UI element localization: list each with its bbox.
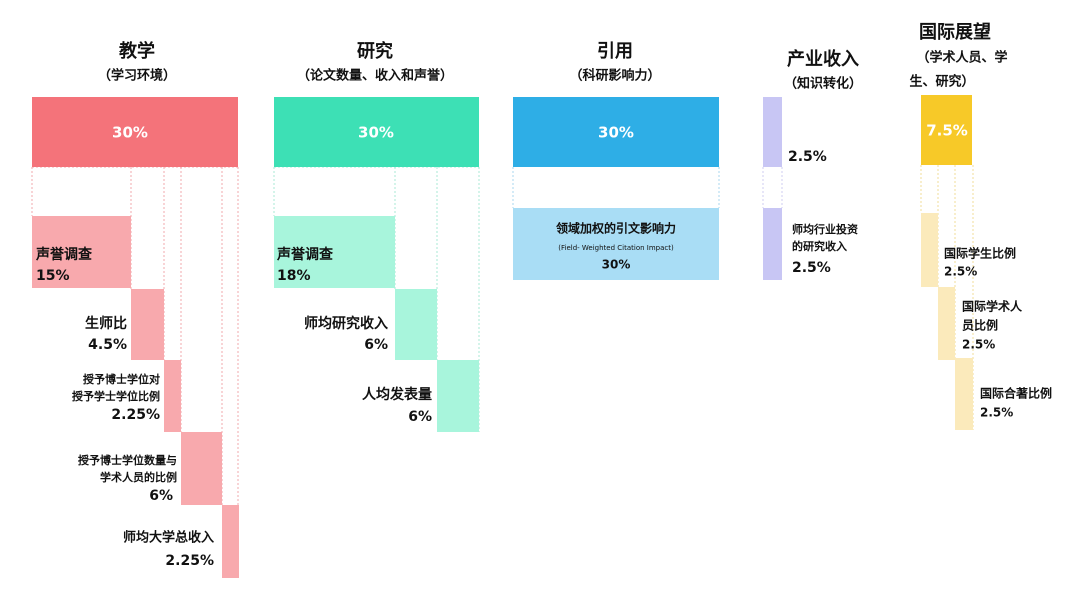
item-box [763, 208, 782, 280]
column-box [763, 97, 782, 167]
column-title: 引用 [597, 41, 633, 62]
column-title: 教学 [119, 40, 155, 62]
column-subtitle: （学习环境） [98, 68, 176, 84]
column-subtitle: （知识转化） [784, 76, 862, 92]
item-weight: 2.25% [111, 407, 160, 423]
item-weight: 2.5% [944, 265, 977, 279]
column-box [274, 97, 479, 167]
column-box [32, 97, 238, 167]
item-weight: 2.5% [792, 260, 831, 276]
item-label: 师均行业投资 [792, 222, 858, 236]
item-label: 授予博士学位对 [83, 372, 160, 386]
item-box [222, 505, 239, 578]
column-title: 研究 [357, 40, 393, 62]
column-weight: 30% [358, 124, 394, 142]
item-label: 国际学术人 [962, 299, 1023, 314]
item-label: 声誉调查 [276, 246, 334, 263]
item-weight: 30% [602, 258, 631, 272]
item-box [513, 208, 719, 280]
item-box [955, 358, 973, 430]
column-title: 国际展望 [919, 21, 991, 43]
column-weight: 30% [598, 124, 634, 142]
item-label: 声誉调查 [35, 246, 93, 263]
column-subtitle: （论文数量、收入和声誉） [297, 68, 453, 84]
item-weight: 2.5% [980, 406, 1013, 420]
item-box [395, 289, 437, 360]
item-label: 生师比 [85, 315, 127, 332]
item-label: 人均发表量 [362, 386, 432, 403]
item-label: 国际学生比例 [944, 246, 1016, 261]
item-weight: 6% [149, 488, 173, 504]
item-weight: 2.5% [962, 338, 995, 352]
item-weight: 2.25% [165, 553, 214, 569]
item-box [32, 216, 131, 288]
item-label: 授予学士学位比例 [72, 389, 160, 403]
item-box [437, 360, 479, 432]
column-subtitle: （科研影响力） [569, 68, 660, 84]
item-label: 国际合著比例 [980, 386, 1052, 401]
item-label: (Field- Weighted Citation Impact) [558, 244, 674, 252]
item-label: 领域加权的引文影响力 [556, 221, 676, 236]
column-subtitle: 生、研究） [909, 74, 974, 90]
item-box [921, 213, 938, 287]
item-box [274, 216, 395, 288]
item-weight: 18% [277, 268, 311, 284]
item-label: 师均研究收入 [304, 315, 388, 332]
item-label: 的研究收入 [792, 239, 847, 253]
column-weight: 2.5% [788, 149, 827, 165]
item-box [164, 360, 181, 432]
item-label: 授予博士学位数量与 [78, 453, 177, 467]
item-label: 学术人员的比例 [100, 470, 177, 484]
column-title: 产业收入 [787, 48, 859, 70]
item-weight: 6% [408, 409, 432, 425]
item-box [131, 289, 164, 360]
column-box [513, 97, 719, 167]
item-label: 师均大学总收入 [123, 530, 214, 546]
column-subtitle: （学术人员、学 [916, 50, 1007, 66]
item-label: 员比例 [962, 318, 998, 333]
item-box [938, 287, 955, 360]
column-weight: 7.5% [926, 122, 968, 140]
column-box [921, 95, 972, 165]
column-weight: 30% [112, 124, 148, 142]
item-weight: 4.5% [88, 337, 127, 353]
item-weight: 6% [364, 337, 388, 353]
item-box [181, 432, 222, 505]
item-weight: 15% [36, 268, 70, 284]
